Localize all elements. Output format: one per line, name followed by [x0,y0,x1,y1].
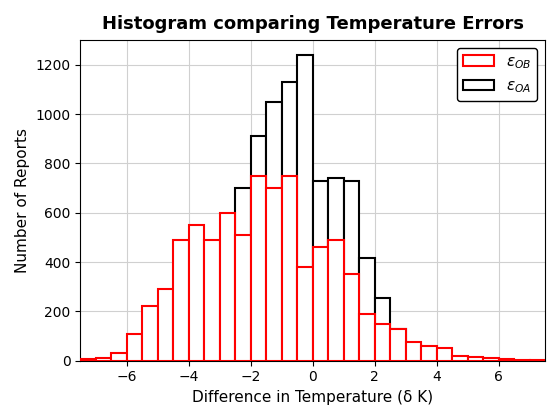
Bar [375,298,390,361]
Bar [220,250,235,361]
Bar [282,82,297,361]
Bar [390,329,405,361]
Bar [158,289,174,361]
Bar [142,307,158,361]
Bar [174,346,189,361]
Bar [530,360,545,361]
Bar [235,235,251,361]
Bar [483,358,498,361]
Bar [96,358,111,361]
Bar [468,357,483,361]
Bar [235,188,251,361]
Bar [251,176,266,361]
Bar [437,349,452,361]
Bar [405,342,421,361]
Bar [312,247,328,361]
Bar [421,353,437,361]
Bar [390,329,405,361]
Bar [111,353,127,361]
Bar [421,346,437,361]
Bar [297,267,312,361]
Bar [498,360,514,361]
Bar [127,333,142,361]
Bar [328,178,344,361]
Bar [405,345,421,361]
Bar [266,102,282,361]
Bar [344,181,359,361]
Bar [468,360,483,361]
Bar [220,213,235,361]
Bar [251,136,266,361]
Bar [174,240,189,361]
Bar [375,324,390,361]
Bar [189,225,204,361]
Bar [514,360,530,361]
Bar [437,356,452,361]
Legend: $\epsilon_{OB}$, $\epsilon_{OA}$: $\epsilon_{OB}$, $\epsilon_{OA}$ [457,48,538,101]
Bar [344,274,359,361]
Bar [204,333,220,361]
Title: Histogram comparing Temperature Errors: Histogram comparing Temperature Errors [102,15,524,33]
X-axis label: Difference in Temperature (δ K): Difference in Temperature (δ K) [192,390,433,405]
Bar [189,336,204,361]
Bar [328,240,344,361]
Bar [452,358,468,361]
Bar [359,314,375,361]
Bar [204,240,220,361]
Bar [81,360,96,361]
Bar [266,188,282,361]
Bar [312,181,328,361]
Bar [359,258,375,361]
Bar [452,356,468,361]
Bar [483,360,498,361]
Bar [282,176,297,361]
Bar [297,55,312,361]
Y-axis label: Number of Reports: Number of Reports [15,128,30,273]
